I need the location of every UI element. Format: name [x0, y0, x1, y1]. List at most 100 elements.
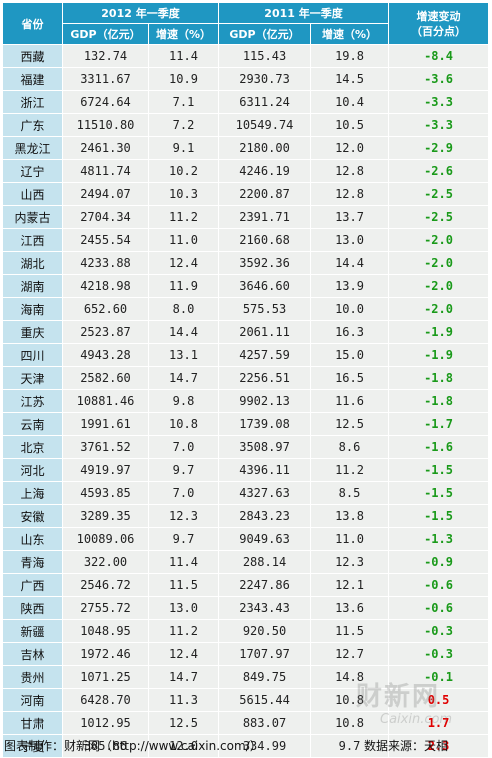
growth-2012-cell: 7.2	[147, 113, 220, 137]
growth-2011-cell: 11.0	[310, 527, 390, 551]
growth-change-cell: -2.9	[388, 136, 490, 160]
growth-2011-cell: 16.5	[310, 366, 390, 390]
growth-2011-cell: 10.0	[310, 297, 390, 321]
growth-2011-cell: 13.9	[310, 274, 390, 298]
growth-2011-cell: 15.0	[310, 343, 390, 367]
growth-2011-cell: 12.8	[310, 159, 390, 183]
growth-change-cell: -1.8	[388, 389, 490, 413]
gdp-2012-cell: 2455.54	[62, 228, 149, 252]
table-row: 四川 4943.28 13.1 4257.59 15.0 -1.9	[2, 343, 490, 367]
province-cell: 河北	[2, 458, 63, 482]
growth-change-cell: -1.8	[388, 366, 490, 390]
province-cell: 四川	[2, 343, 63, 367]
gdp-2011-cell: 5615.44	[218, 688, 312, 712]
growth-2012-cell: 9.7	[147, 458, 220, 482]
growth-change-cell: -1.7	[388, 412, 490, 436]
growth-2012-cell: 13.1	[147, 343, 220, 367]
growth-2011-cell: 10.4	[310, 90, 390, 114]
growth-2011-cell: 10.8	[310, 711, 390, 735]
gdp-2012-cell: 1012.95	[62, 711, 149, 735]
province-cell: 山东	[2, 527, 63, 551]
gdp-2012-header: GDP（亿元）	[62, 23, 149, 45]
gdp-2011-cell: 1707.97	[218, 642, 312, 666]
table-row: 宁夏 385.86 12.0 334.99 9.7 2.3	[2, 734, 490, 758]
province-cell: 江西	[2, 228, 63, 252]
data-source: 数据来源：天相	[363, 739, 448, 753]
gdp-2011-cell: 9049.63	[218, 527, 312, 551]
gdp-2011-cell: 2930.73	[218, 67, 312, 91]
growth-change-title: 增速变动	[416, 9, 461, 23]
gdp-2011-cell: 2256.51	[218, 366, 312, 390]
growth-2011-cell: 12.5	[310, 412, 390, 436]
province-cell: 新疆	[2, 619, 63, 643]
province-cell: 海南	[2, 297, 63, 321]
province-cell: 广东	[2, 113, 63, 137]
province-cell: 西藏	[2, 44, 63, 68]
growth-2012-cell: 12.4	[147, 251, 220, 275]
growth-2011-cell: 12.8	[310, 182, 390, 206]
province-cell: 陕西	[2, 596, 63, 620]
growth-2012-cell: 7.0	[147, 435, 220, 459]
table-row: 辽宁 4811.74 10.2 4246.19 12.8 -2.6	[2, 159, 490, 183]
growth-change-cell: -0.9	[388, 550, 490, 574]
growth-2011-cell: 19.8	[310, 44, 390, 68]
gdp-2011-cell: 2843.23	[218, 504, 312, 528]
growth-2012-cell: 11.3	[147, 688, 220, 712]
growth-2012-cell: 11.5	[147, 573, 220, 597]
table-row: 云南 1991.61 10.8 1739.08 12.5 -1.7	[2, 412, 490, 436]
gdp-2012-cell: 2523.87	[62, 320, 149, 344]
growth-2012-cell: 9.8	[147, 389, 220, 413]
table-row: 湖北 4233.88 12.4 3592.36 14.4 -2.0	[2, 251, 490, 275]
growth-2012-cell: 13.0	[147, 596, 220, 620]
growth-change-unit: （百分点）	[411, 24, 467, 38]
province-cell: 青海	[2, 550, 63, 574]
growth-change-cell: -3.3	[388, 90, 490, 114]
growth-2011-cell: 8.5	[310, 481, 390, 505]
table-row: 江苏 10881.46 9.8 9902.13 11.6 -1.8	[2, 389, 490, 413]
gdp-2012-cell: 3289.35	[62, 504, 149, 528]
growth-2012-cell: 12.0	[147, 734, 220, 758]
growth-change-header: 增速变动 （百分点）	[388, 2, 490, 45]
province-cell: 甘肃	[2, 711, 63, 735]
growth-2012-cell: 14.4	[147, 320, 220, 344]
growth-2012-cell: 8.0	[147, 297, 220, 321]
gdp-2011-cell: 883.07	[218, 711, 312, 735]
gdp-2011-cell: 849.75	[218, 665, 312, 689]
growth-2012-cell: 12.5	[147, 711, 220, 735]
province-cell: 北京	[2, 435, 63, 459]
gdp-2012-cell: 322.00	[62, 550, 149, 574]
period-2012-header: 2012 年一季度	[61, 2, 220, 24]
province-cell: 天津	[2, 366, 63, 390]
growth-2012-cell: 11.4	[147, 44, 220, 68]
growth-change-cell: -0.1	[388, 665, 490, 689]
header-row-1: 省份 2012 年一季度 2011 年一季度 增速变动 （百分点）	[2, 2, 490, 45]
gdp-2011-cell: 4327.63	[218, 481, 312, 505]
gdp-2012-cell: 10089.06	[62, 527, 149, 551]
growth-2012-cell: 10.2	[147, 159, 220, 183]
growth-change-cell: -3.3	[388, 113, 490, 137]
gdp-2012-cell: 1048.95	[62, 619, 149, 643]
gdp-2011-cell: 2160.68	[218, 228, 312, 252]
growth-change-cell: -8.4	[388, 44, 490, 68]
growth-2012-cell: 12.3	[147, 504, 220, 528]
growth-change-cell: -2.0	[388, 251, 490, 275]
growth-2012-cell: 7.0	[147, 481, 220, 505]
growth-2011-cell: 14.4	[310, 251, 390, 275]
growth-change-cell: -3.6	[388, 67, 490, 91]
gdp-2011-cell: 6311.24	[218, 90, 312, 114]
province-cell: 重庆	[2, 320, 63, 344]
gdp-2011-cell: 2061.11	[218, 320, 312, 344]
table-row: 江西 2455.54 11.0 2160.68 13.0 -2.0	[2, 228, 490, 252]
table-row: 青海 322.00 11.4 288.14 12.3 -0.9	[2, 550, 490, 574]
gdp-2011-cell: 2391.71	[218, 205, 312, 229]
growth-2012-cell: 11.9	[147, 274, 220, 298]
gdp-2012-cell: 1991.61	[62, 412, 149, 436]
growth-2012-header: 增速（%）	[147, 23, 220, 45]
gdp-2011-cell: 3646.60	[218, 274, 312, 298]
table-row: 浙江 6724.64 7.1 6311.24 10.4 -3.3	[2, 90, 490, 114]
growth-change-cell: -1.5	[388, 481, 490, 505]
gdp-2012-cell: 6724.64	[62, 90, 149, 114]
table-row: 北京 3761.52 7.0 3508.97 8.6 -1.6	[2, 435, 490, 459]
